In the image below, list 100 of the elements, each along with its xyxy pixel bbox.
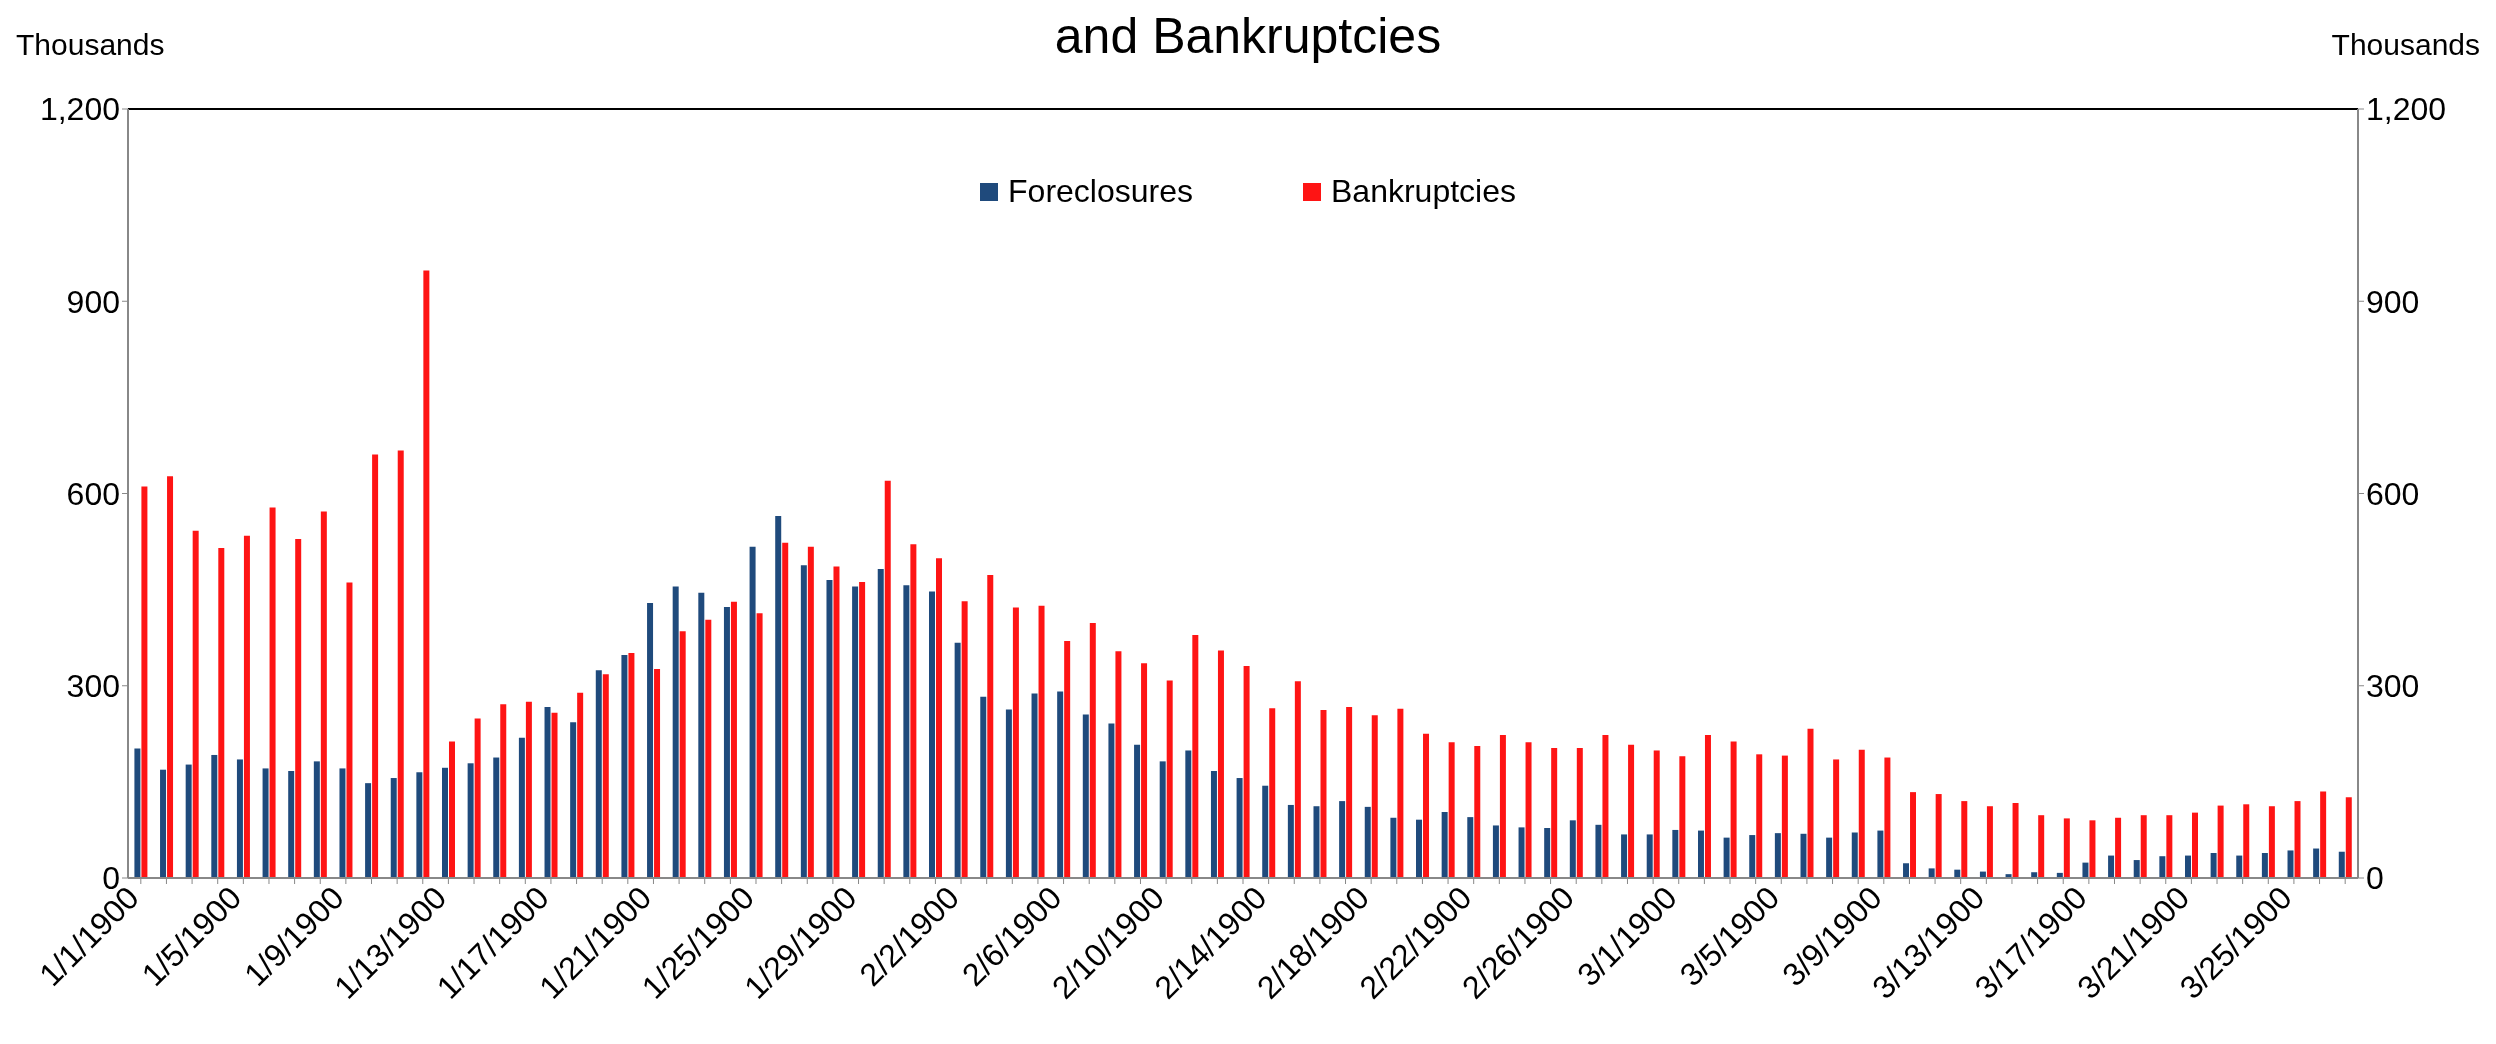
- bar: [2159, 856, 2166, 878]
- bar: [1210, 770, 1217, 878]
- bar: [2012, 803, 2019, 878]
- y-tick-label: 600: [66, 475, 120, 512]
- y-tick-label: 900: [66, 283, 120, 320]
- bar: [2140, 815, 2147, 878]
- bar: [595, 670, 602, 878]
- y-tick-label: 1,200: [39, 91, 120, 128]
- bar: [493, 757, 500, 878]
- bar: [320, 511, 327, 878]
- bar: [2133, 860, 2140, 878]
- bar: [1653, 750, 1660, 878]
- bar: [1038, 605, 1045, 878]
- bar: [1371, 715, 1378, 878]
- bar: [782, 542, 789, 878]
- bar: [1807, 728, 1814, 878]
- bar: [1518, 827, 1525, 878]
- bar: [1910, 792, 1917, 878]
- bar: [2082, 862, 2089, 878]
- bar: [1346, 706, 1353, 878]
- bar: [1551, 747, 1558, 878]
- bar: [1704, 735, 1711, 878]
- bar: [1057, 691, 1064, 878]
- bar: [218, 547, 225, 878]
- bar: [2287, 850, 2294, 878]
- bar: [1217, 650, 1224, 878]
- bar: [236, 759, 243, 878]
- bar: [160, 769, 167, 878]
- bar: [698, 592, 705, 878]
- bar: [1884, 757, 1891, 878]
- bar: [1935, 794, 1942, 878]
- bar: [1679, 756, 1686, 878]
- bar: [2345, 797, 2352, 878]
- bar: [295, 539, 302, 878]
- bar: [1185, 750, 1192, 878]
- bar: [185, 764, 192, 878]
- bar: [467, 763, 474, 878]
- bar: [262, 768, 269, 878]
- bar: [1416, 819, 1423, 878]
- bar: [647, 603, 654, 878]
- bar: [1364, 806, 1371, 878]
- bar: [621, 654, 628, 878]
- bar: [961, 601, 968, 878]
- bar: [2294, 801, 2301, 878]
- bar: [2243, 804, 2250, 878]
- bar: [1064, 640, 1071, 878]
- y2-tick-label: 900: [2366, 283, 2420, 320]
- bar: [2217, 805, 2224, 878]
- bar: [2320, 791, 2327, 878]
- bar: [602, 674, 609, 878]
- bar: [423, 270, 430, 878]
- bar: [723, 606, 730, 878]
- bar: [833, 566, 840, 878]
- bar: [1269, 708, 1276, 878]
- bar: [877, 569, 884, 878]
- bar: [1320, 710, 1327, 878]
- bar: [1287, 804, 1294, 878]
- bar: [654, 669, 661, 878]
- bar: [288, 770, 295, 878]
- bar: [929, 591, 936, 878]
- bar: [1082, 714, 1089, 878]
- bar: [1723, 837, 1730, 878]
- bar: [2268, 806, 2275, 878]
- bar: [2261, 853, 2268, 878]
- y-tick-label: 300: [66, 668, 120, 705]
- legend-label: Bankruptcies: [1330, 173, 1516, 210]
- bar: [167, 476, 174, 878]
- bar: [1474, 745, 1481, 878]
- bar: [903, 585, 910, 878]
- bar: [2089, 820, 2096, 878]
- bar: [1569, 820, 1576, 878]
- bar: [800, 565, 807, 878]
- bar: [372, 454, 379, 878]
- chart-title: and Bankruptcies: [1054, 8, 1442, 64]
- y2-tick-label: 1,200: [2366, 91, 2447, 128]
- bar: [679, 631, 686, 878]
- bar: [1423, 733, 1430, 878]
- y2-tick-label: 300: [2366, 668, 2420, 705]
- bar: [346, 582, 353, 878]
- bar: [910, 544, 917, 878]
- bar: [1781, 755, 1788, 878]
- bar: [1499, 735, 1506, 878]
- bar: [2191, 812, 2198, 878]
- bar: [852, 586, 859, 878]
- bar: [243, 535, 250, 878]
- bar: [313, 761, 320, 878]
- bar: [2166, 815, 2173, 878]
- bar: [141, 486, 148, 878]
- bar: [1115, 651, 1122, 878]
- bar: [1877, 830, 1884, 878]
- bar: [500, 704, 507, 878]
- bar: [1800, 833, 1807, 878]
- bar: [1928, 868, 1935, 878]
- bar: [859, 581, 866, 878]
- bar: [1441, 811, 1448, 878]
- bar: [2063, 818, 2070, 878]
- bar: [1012, 607, 1019, 878]
- bar: [987, 574, 994, 878]
- bar: [1903, 863, 1910, 878]
- bar: [1262, 785, 1269, 878]
